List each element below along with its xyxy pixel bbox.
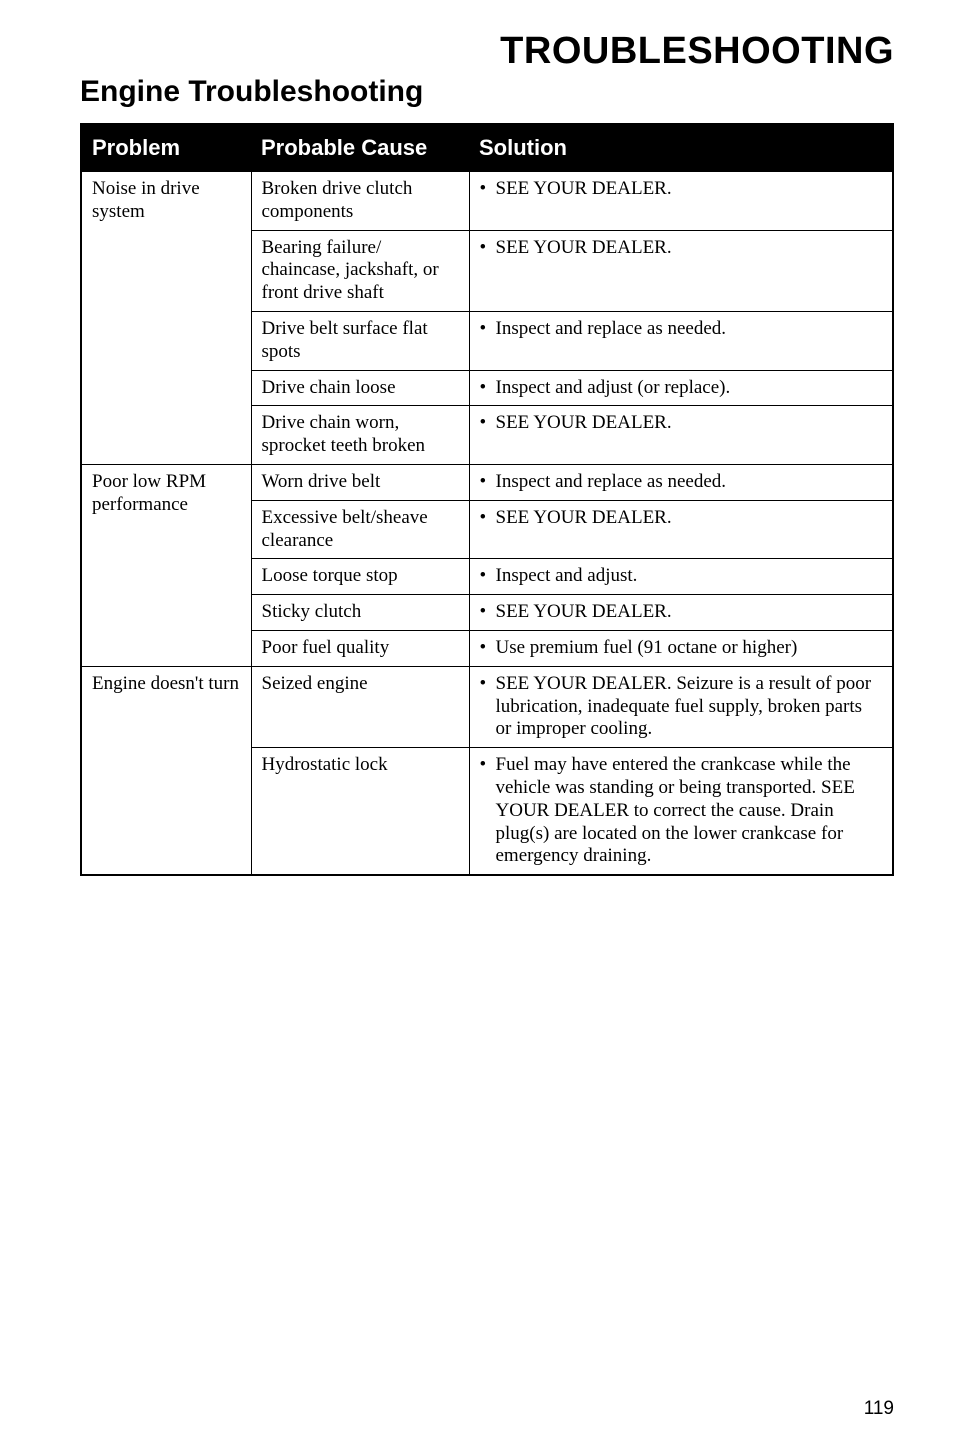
bullet-icon: •	[476, 507, 496, 530]
cause-cell: Drive chain worn, sprocket teeth broken	[251, 406, 469, 465]
table-row: Poor low RPM performanceWorn drive belt•…	[81, 464, 893, 500]
solution-cell: •SEE YOUR DEALER. Seizure is a result of…	[469, 666, 893, 747]
problem-cell: Noise in drive system	[81, 172, 251, 465]
solution-text: SEE YOUR DEALER.	[496, 507, 883, 530]
solution-text: SEE YOUR DEALER.	[496, 178, 883, 201]
th-cause: Probable Cause	[251, 124, 469, 172]
bullet-icon: •	[476, 754, 496, 777]
solution-cell: •SEE YOUR DEALER.	[469, 172, 893, 231]
cause-cell: Drive belt surface flat spots	[251, 311, 469, 370]
bullet-icon: •	[476, 237, 496, 260]
cause-cell: Poor fuel quality	[251, 630, 469, 666]
solution-text: Inspect and replace as needed.	[496, 471, 883, 494]
bullet-icon: •	[476, 412, 496, 435]
solution-text: Inspect and replace as needed.	[496, 318, 883, 341]
troubleshooting-table: Problem Probable Cause Solution Noise in…	[80, 123, 894, 876]
solution-cell: •Inspect and replace as needed.	[469, 311, 893, 370]
th-problem: Problem	[81, 124, 251, 172]
solution-cell: •SEE YOUR DEALER.	[469, 500, 893, 559]
cause-cell: Drive chain loose	[251, 370, 469, 406]
cause-cell: Worn drive belt	[251, 464, 469, 500]
page-number: 119	[864, 1398, 894, 1420]
table-header: Problem Probable Cause Solution	[81, 124, 893, 172]
bullet-icon: •	[476, 637, 496, 660]
cause-cell: Seized engine	[251, 666, 469, 747]
cause-cell: Excessive belt/sheave clearance	[251, 500, 469, 559]
solution-text: Use premium fuel (91 octane or higher)	[496, 637, 883, 660]
solution-text: Inspect and adjust (or replace).	[496, 377, 883, 400]
bullet-icon: •	[476, 673, 496, 696]
solution-cell: •Inspect and adjust (or replace).	[469, 370, 893, 406]
cause-cell: Loose torque stop	[251, 559, 469, 595]
solution-text: Fuel may have entered the crankcase whil…	[496, 754, 883, 868]
bullet-icon: •	[476, 377, 496, 400]
main-title: TROUBLESHOOTING	[80, 30, 894, 73]
solution-cell: •Fuel may have entered the crankcase whi…	[469, 748, 893, 875]
bullet-icon: •	[476, 601, 496, 624]
cause-cell: Hydrostatic lock	[251, 748, 469, 875]
table-row: Noise in drive systemBroken drive clutch…	[81, 172, 893, 231]
bullet-icon: •	[476, 178, 496, 201]
solution-cell: •Inspect and adjust.	[469, 559, 893, 595]
solution-cell: •Use premium fuel (91 octane or higher)	[469, 630, 893, 666]
sub-title: Engine Troubleshooting	[80, 75, 894, 109]
table-body: Noise in drive systemBroken drive clutch…	[81, 172, 893, 876]
cause-cell: Sticky clutch	[251, 595, 469, 631]
problem-cell: Poor low RPM performance	[81, 464, 251, 666]
table-row: Engine doesn't turnSeized engine•SEE YOU…	[81, 666, 893, 747]
problem-cell: Engine doesn't turn	[81, 666, 251, 875]
solution-text: SEE YOUR DEALER.	[496, 412, 883, 435]
solution-cell: •SEE YOUR DEALER.	[469, 230, 893, 311]
bullet-icon: •	[476, 565, 496, 588]
solution-text: SEE YOUR DEALER.	[496, 237, 883, 260]
solution-cell: •SEE YOUR DEALER.	[469, 595, 893, 631]
solution-cell: •Inspect and replace as needed.	[469, 464, 893, 500]
bullet-icon: •	[476, 318, 496, 341]
th-solution: Solution	[469, 124, 893, 172]
solution-text: Inspect and adjust.	[496, 565, 883, 588]
cause-cell: Broken drive clutch components	[251, 172, 469, 231]
solution-cell: •SEE YOUR DEALER.	[469, 406, 893, 465]
bullet-icon: •	[476, 471, 496, 494]
cause-cell: Bearing failure/ chaincase, jackshaft, o…	[251, 230, 469, 311]
solution-text: SEE YOUR DEALER. Seizure is a result of …	[496, 673, 883, 741]
solution-text: SEE YOUR DEALER.	[496, 601, 883, 624]
page-container: TROUBLESHOOTING Engine Troubleshooting P…	[0, 0, 954, 1454]
